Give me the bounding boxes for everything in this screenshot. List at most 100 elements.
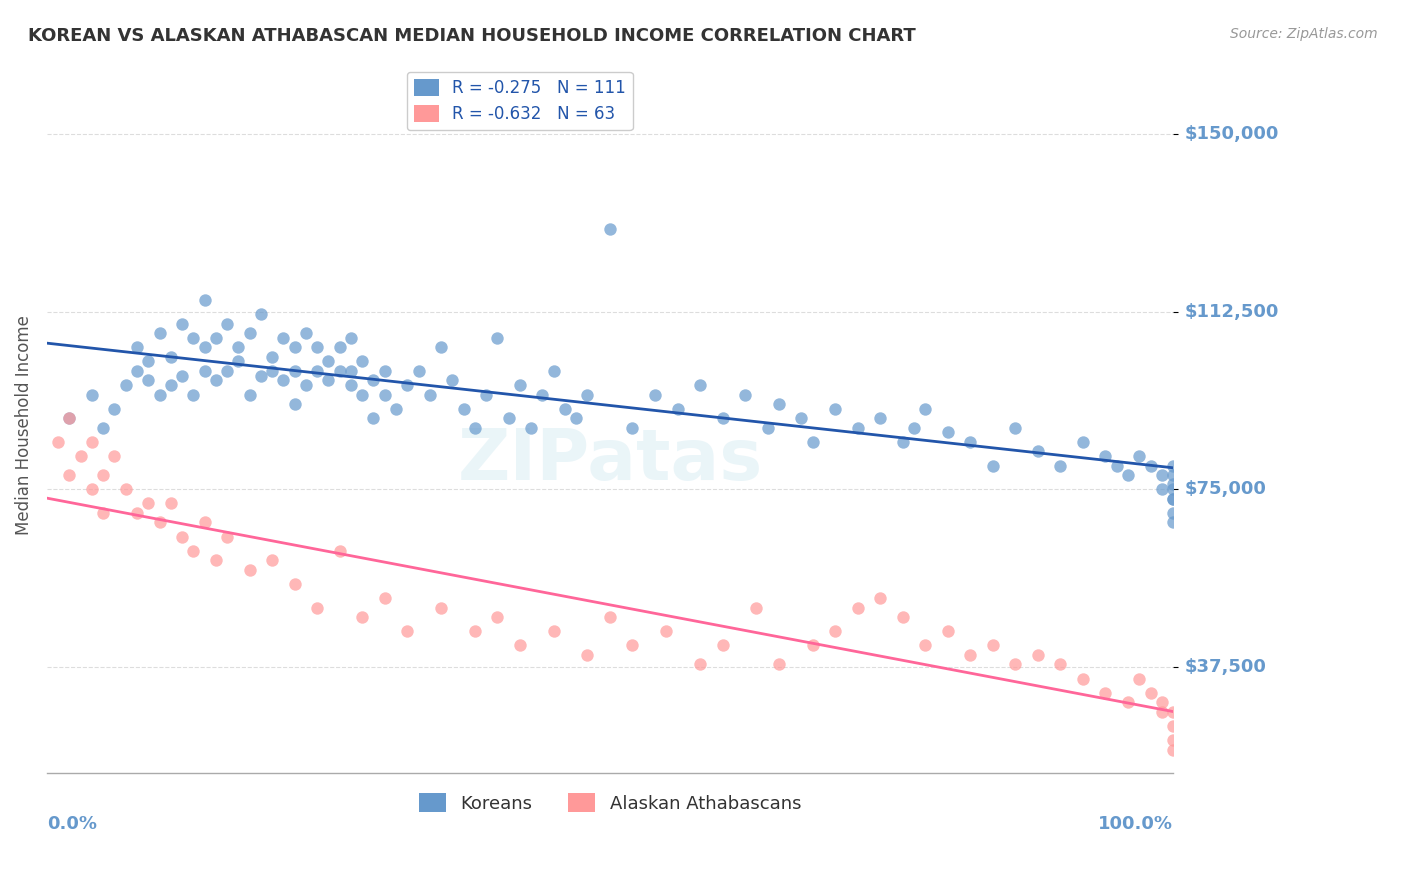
Point <box>329 543 352 558</box>
Text: ZIPatas: ZIPatas <box>457 425 762 494</box>
Point <box>1116 468 1139 483</box>
Point <box>666 401 689 416</box>
Point <box>903 420 925 434</box>
Point <box>1161 491 1184 506</box>
Point <box>136 373 159 387</box>
Point <box>340 378 363 392</box>
Text: 0.0%: 0.0% <box>46 815 97 833</box>
Point <box>846 420 869 434</box>
Point <box>193 516 215 530</box>
Point <box>936 624 959 639</box>
Point <box>1161 719 1184 733</box>
Point <box>307 364 329 378</box>
Point <box>58 411 80 425</box>
Point <box>295 378 318 392</box>
Point <box>1049 657 1071 672</box>
Point <box>374 364 396 378</box>
Point <box>91 468 114 483</box>
Point <box>80 387 103 401</box>
Point <box>352 610 374 624</box>
Point <box>1161 477 1184 491</box>
Point <box>262 553 284 567</box>
Point <box>284 340 307 354</box>
Point <box>576 648 599 662</box>
Text: $112,500: $112,500 <box>1184 302 1278 321</box>
Point <box>262 350 284 364</box>
Point <box>981 458 1004 473</box>
Point <box>170 530 193 544</box>
Point <box>228 354 250 368</box>
Text: $75,000: $75,000 <box>1184 480 1265 499</box>
Text: 100.0%: 100.0% <box>1098 815 1173 833</box>
Point <box>204 331 226 345</box>
Point <box>1161 458 1184 473</box>
Point <box>307 340 329 354</box>
Point <box>914 401 936 416</box>
Point <box>46 434 69 449</box>
Point <box>1026 444 1049 458</box>
Point <box>824 624 846 639</box>
Point <box>228 340 250 354</box>
Point <box>385 401 408 416</box>
Point <box>464 624 486 639</box>
Point <box>475 387 498 401</box>
Point <box>103 401 125 416</box>
Point <box>396 624 419 639</box>
Point <box>273 373 295 387</box>
Point <box>509 639 531 653</box>
Point <box>204 553 226 567</box>
Point <box>1161 742 1184 756</box>
Point <box>91 506 114 520</box>
Point <box>846 600 869 615</box>
Point <box>329 340 352 354</box>
Point <box>159 350 181 364</box>
Point <box>1161 491 1184 506</box>
Point <box>193 364 215 378</box>
Point <box>1161 705 1184 719</box>
Point <box>374 387 396 401</box>
Point <box>790 411 813 425</box>
Point <box>711 639 734 653</box>
Point <box>148 326 170 340</box>
Point <box>1161 516 1184 530</box>
Point <box>1116 695 1139 709</box>
Point <box>756 420 779 434</box>
Legend: Koreans, Alaskan Athabascans: Koreans, Alaskan Athabascans <box>412 786 808 820</box>
Text: $37,500: $37,500 <box>1184 657 1265 676</box>
Point <box>239 563 262 577</box>
Point <box>239 326 262 340</box>
Point <box>329 364 352 378</box>
Point <box>621 639 644 653</box>
Point <box>891 434 914 449</box>
Point <box>125 506 148 520</box>
Point <box>284 577 307 591</box>
Point <box>543 624 565 639</box>
Point <box>453 401 475 416</box>
Point <box>284 397 307 411</box>
Point <box>1161 482 1184 496</box>
Point <box>363 373 385 387</box>
Point <box>1139 458 1161 473</box>
Text: KOREAN VS ALASKAN ATHABASCAN MEDIAN HOUSEHOLD INCOME CORRELATION CHART: KOREAN VS ALASKAN ATHABASCAN MEDIAN HOUS… <box>28 27 915 45</box>
Point <box>509 378 531 392</box>
Point <box>520 420 543 434</box>
Point <box>768 397 790 411</box>
Point <box>936 425 959 440</box>
Point <box>396 378 419 392</box>
Point <box>295 326 318 340</box>
Point <box>352 354 374 368</box>
Point <box>1128 449 1150 463</box>
Point <box>486 331 509 345</box>
Point <box>159 496 181 510</box>
Point <box>1004 420 1026 434</box>
Point <box>91 420 114 434</box>
Point <box>217 530 239 544</box>
Point <box>148 516 170 530</box>
Point <box>891 610 914 624</box>
Point <box>239 387 262 401</box>
Point <box>959 434 981 449</box>
Point <box>318 354 340 368</box>
Point <box>136 496 159 510</box>
Point <box>689 378 711 392</box>
Point <box>80 482 103 496</box>
